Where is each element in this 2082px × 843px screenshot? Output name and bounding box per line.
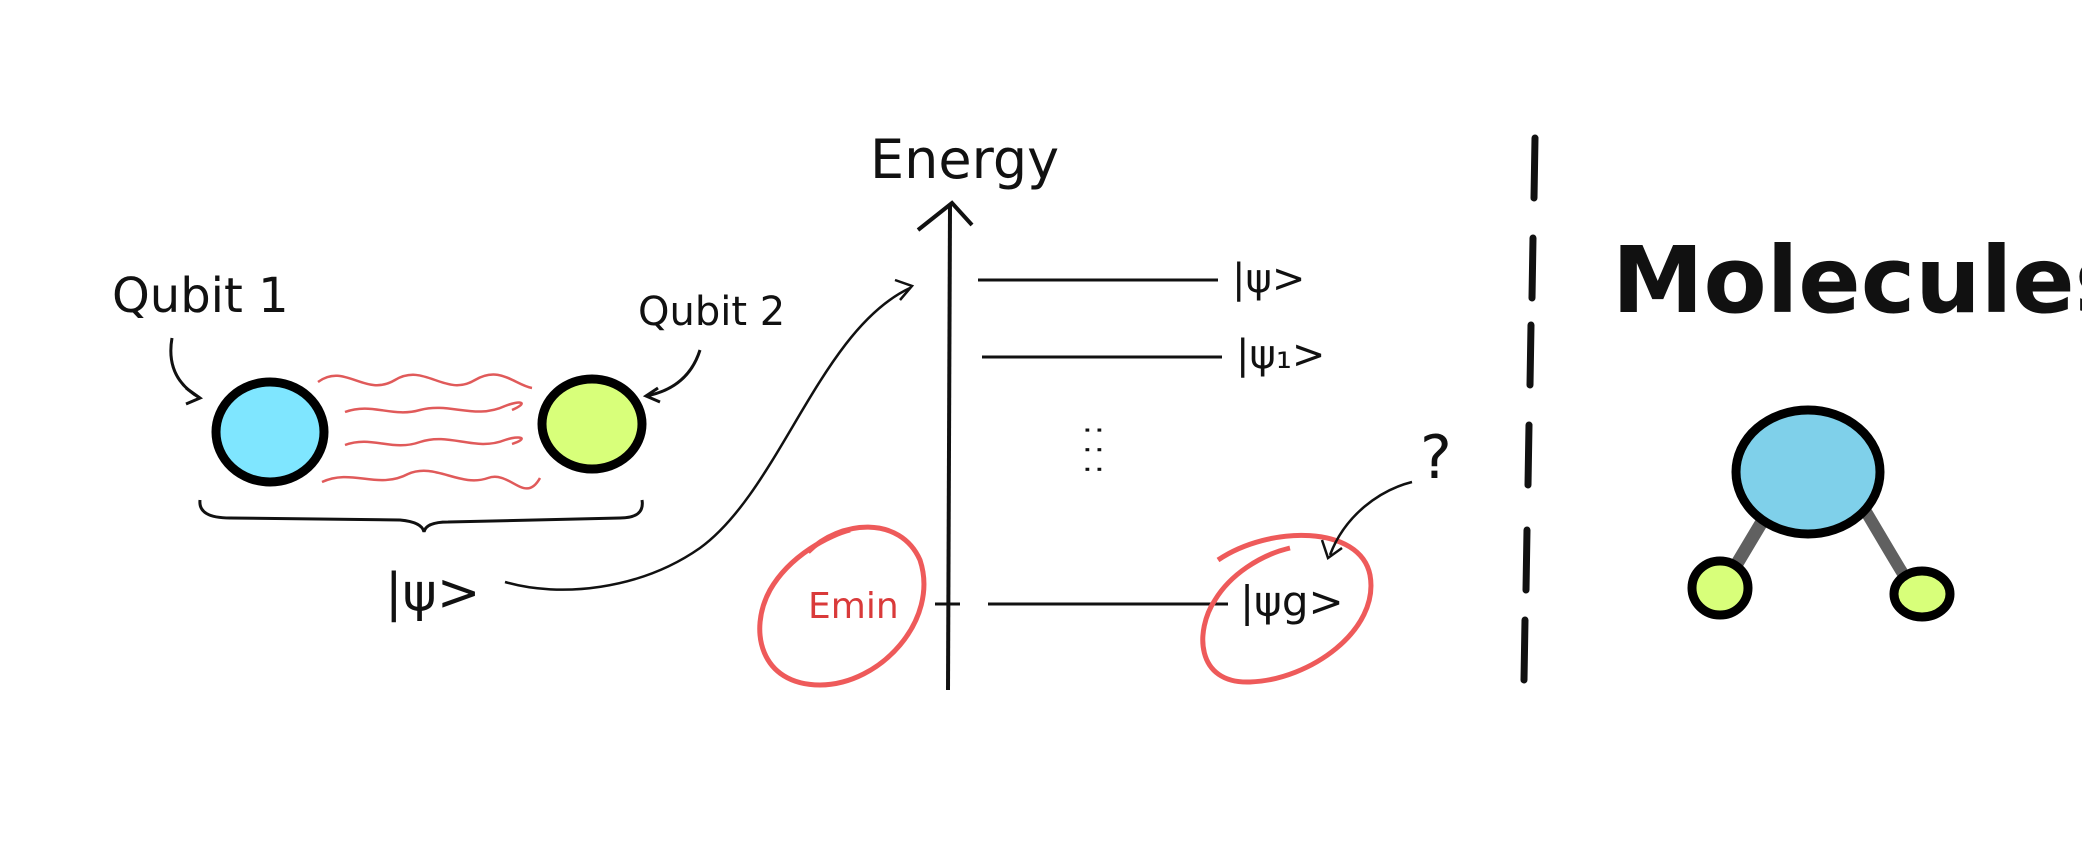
qubit2-sphere	[537, 374, 647, 474]
energy-level-label: |ψg>	[1240, 577, 1344, 626]
brace	[198, 499, 644, 533]
energy-diagram: Energy |ψ> |ψ₁> : : : |ψg> Emin ?	[757, 128, 1452, 691]
state-arrowhead	[894, 278, 915, 301]
qubit2-arrow	[645, 349, 702, 398]
divider-dash	[1520, 616, 1529, 684]
ellipsis-dots: : : :	[1078, 425, 1113, 474]
divider-dash	[1522, 526, 1531, 594]
wave-line	[344, 436, 523, 447]
state-label: |ψ>	[385, 563, 480, 623]
energy-axis	[946, 204, 952, 691]
molecules-section: Molecules	[1612, 227, 2082, 622]
molecules-title: Molecules	[1612, 227, 2082, 334]
molecule-small-atom	[1687, 556, 1753, 620]
divider-dash	[1528, 234, 1537, 302]
qubit1-sphere	[211, 377, 329, 487]
interaction-waves	[317, 373, 542, 490]
energy-axis-arrowhead	[916, 200, 974, 232]
divider-dash	[1530, 134, 1539, 202]
section-divider	[1520, 134, 1539, 684]
question-arrow	[1328, 480, 1413, 556]
qubit2-label: Qubit 2	[638, 289, 785, 335]
qubit1-arrowhead	[185, 386, 204, 406]
qubit1-label: Qubit 1	[112, 268, 289, 324]
question-mark: ?	[1420, 423, 1452, 493]
energy-level-label: |ψ₁>	[1236, 332, 1325, 378]
state-arrow	[504, 286, 911, 591]
divider-dash	[1526, 321, 1535, 389]
qubits-section: Qubit 1 Qubit 2 |ψ>	[112, 268, 915, 623]
energy-axis-label: Energy	[870, 128, 1059, 191]
energy-level-label: |ψ>	[1232, 256, 1305, 302]
wave-line	[344, 401, 523, 414]
divider-dash	[1524, 421, 1533, 489]
wave-line	[321, 469, 542, 490]
molecule-center-atom	[1731, 405, 1885, 539]
qubit2-arrowhead	[642, 386, 661, 404]
ground-state-circle	[1200, 532, 1374, 685]
wave-line	[317, 373, 533, 390]
molecule-small-atom	[1889, 566, 1955, 622]
question-arrowhead	[1320, 539, 1343, 561]
emin-circle	[757, 524, 927, 688]
emin-label: Emin	[808, 586, 899, 627]
